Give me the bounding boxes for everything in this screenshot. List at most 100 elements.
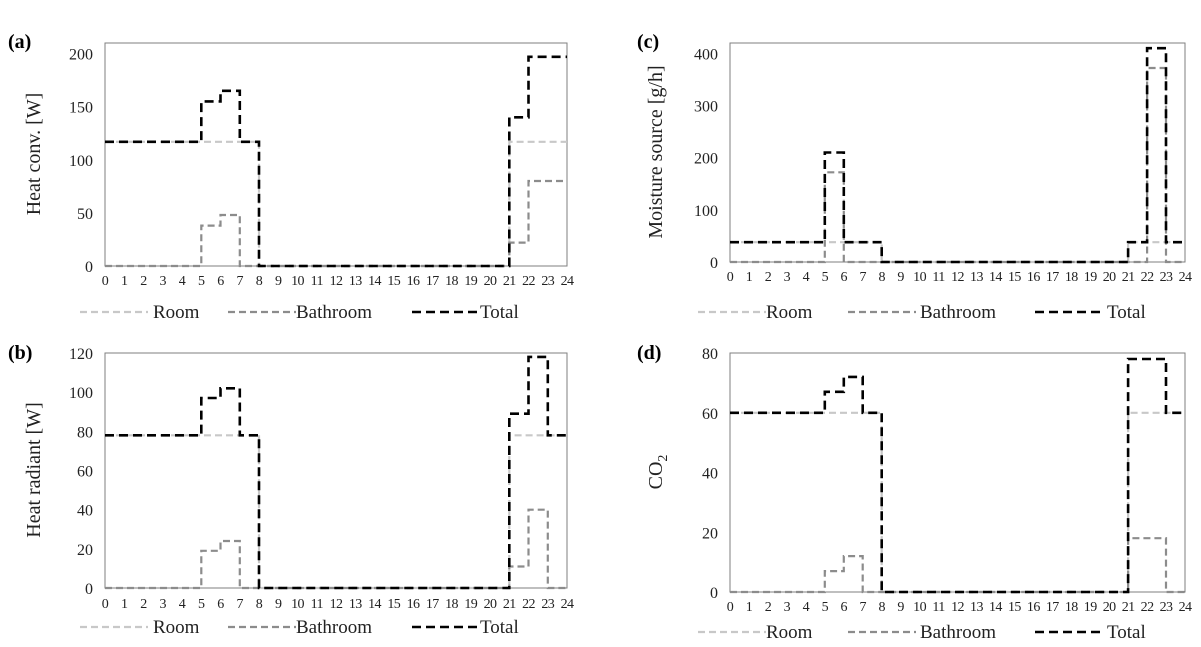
series-line-total <box>105 355 567 590</box>
x-tick-label: 3 <box>160 274 167 289</box>
y-tick-label: 20 <box>77 542 93 559</box>
x-tick-label: 9 <box>275 274 282 289</box>
x-tick-label: 4 <box>179 274 186 289</box>
y-tick-label: 100 <box>69 153 93 170</box>
y-axis-label: Heat conv. [W] <box>23 93 45 216</box>
x-tick-label: 10 <box>913 270 926 285</box>
x-tick-label: 19 <box>1084 270 1097 285</box>
y-tick-label: 400 <box>694 46 718 63</box>
x-tick-label: 4 <box>179 597 186 612</box>
legend-label-total: Total <box>1107 302 1146 323</box>
x-tick-label: 21 <box>503 597 516 612</box>
x-tick-label: 16 <box>407 597 420 612</box>
y-tick-label: 80 <box>77 424 93 441</box>
x-tick-label: 20 <box>484 597 497 612</box>
x-tick-label: 17 <box>1046 600 1059 615</box>
x-tick-label: 12 <box>951 270 964 285</box>
x-tick-label: 9 <box>275 597 282 612</box>
y-tick-label: 0 <box>710 255 718 272</box>
x-tick-label: 14 <box>368 274 381 289</box>
x-tick-label: 14 <box>989 270 1002 285</box>
x-tick-label: 2 <box>140 274 147 289</box>
x-tick-label: 8 <box>878 270 885 285</box>
x-tick-label: 5 <box>198 274 205 289</box>
x-tick-label: 21 <box>1122 600 1135 615</box>
x-tick-label: 14 <box>989 600 1002 615</box>
x-tick-label: 4 <box>803 270 810 285</box>
x-tick-label: 12 <box>330 274 343 289</box>
x-tick-label: 20 <box>1103 270 1116 285</box>
x-tick-label: 4 <box>803 600 810 615</box>
x-tick-label: 1 <box>121 597 128 612</box>
series-line-total <box>730 46 1185 264</box>
y-tick-label: 20 <box>702 525 718 542</box>
x-tick-label: 19 <box>464 597 477 612</box>
series-line-room <box>105 434 567 590</box>
x-tick-label: 6 <box>841 600 848 615</box>
series-line-room <box>105 140 567 268</box>
y-tick-label: 60 <box>702 406 718 423</box>
x-tick-label: 20 <box>1103 600 1116 615</box>
x-tick-label: 17 <box>1046 270 1059 285</box>
x-tick-label: 3 <box>784 270 791 285</box>
x-tick-label: 16 <box>407 274 420 289</box>
plot-frame <box>104 352 568 589</box>
x-tick-label: 16 <box>1027 600 1040 615</box>
x-tick-label: 0 <box>727 600 734 615</box>
series-line-bathroom <box>730 537 1185 594</box>
x-tick-label: 7 <box>237 597 244 612</box>
panel-label: (b) <box>8 342 32 364</box>
x-tick-label: 11 <box>311 597 324 612</box>
legend-label-bathroom: Bathroom <box>296 617 372 638</box>
y-tick-label: 200 <box>69 47 93 64</box>
y-axis-label: Moisture source [g/h] <box>645 65 667 238</box>
x-tick-label: 6 <box>217 597 224 612</box>
plot-frame <box>729 42 1186 263</box>
x-tick-label: 24 <box>561 597 574 612</box>
legend-label-bathroom: Bathroom <box>920 302 996 323</box>
x-tick-label: 21 <box>503 274 516 289</box>
x-tick-label: 22 <box>522 597 535 612</box>
legend-label-total: Total <box>1107 622 1146 643</box>
x-tick-label: 5 <box>198 597 205 612</box>
x-tick-label: 20 <box>484 274 497 289</box>
x-tick-label: 15 <box>1008 600 1021 615</box>
x-tick-label: 6 <box>217 274 224 289</box>
x-tick-label: 14 <box>368 597 381 612</box>
series-line-bathroom <box>105 508 567 590</box>
x-tick-label: 16 <box>1027 270 1040 285</box>
x-tick-label: 13 <box>970 600 983 615</box>
x-tick-label: 3 <box>160 597 167 612</box>
x-tick-label: 2 <box>140 597 147 612</box>
x-tick-label: 24 <box>561 274 574 289</box>
x-tick-label: 8 <box>256 597 263 612</box>
x-tick-label: 15 <box>387 597 400 612</box>
y-tick-label: 200 <box>694 151 718 168</box>
y-tick-label: 60 <box>77 464 93 481</box>
x-tick-label: 0 <box>102 597 109 612</box>
x-tick-label: 24 <box>1179 270 1192 285</box>
series-line-total <box>105 55 567 268</box>
panel-label: (d) <box>637 342 661 364</box>
x-tick-label: 8 <box>256 274 263 289</box>
y-axis-label: CO2 <box>645 455 671 490</box>
y-tick-label: 150 <box>69 100 93 117</box>
x-tick-label: 6 <box>841 270 848 285</box>
x-tick-label: 3 <box>784 600 791 615</box>
x-tick-label: 22 <box>1141 600 1154 615</box>
legend-label-room: Room <box>766 302 813 323</box>
x-tick-label: 23 <box>1160 600 1173 615</box>
plot-frame <box>729 352 1186 593</box>
x-tick-label: 9 <box>897 270 904 285</box>
x-tick-label: 23 <box>1160 270 1173 285</box>
series-line-room <box>730 411 1185 594</box>
x-tick-label: 18 <box>445 597 458 612</box>
x-tick-label: 18 <box>1065 600 1078 615</box>
y-tick-label: 120 <box>69 346 93 363</box>
x-tick-label: 10 <box>291 274 304 289</box>
x-tick-label: 22 <box>1141 270 1154 285</box>
x-tick-label: 10 <box>913 600 926 615</box>
panel-label: (c) <box>637 31 659 53</box>
